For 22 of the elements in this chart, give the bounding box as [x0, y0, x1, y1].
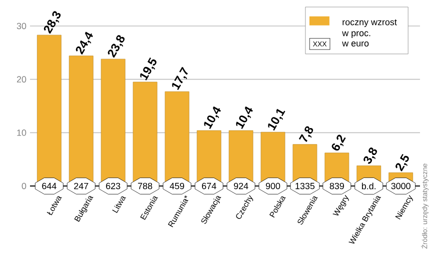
annotation: 459: [170, 182, 184, 190]
annotation: 644: [42, 182, 56, 190]
data-label: 6,2: [332, 134, 346, 151]
annotation: 247: [74, 182, 88, 190]
data-label: 7,8: [298, 126, 314, 142]
annotation: b.d.: [362, 182, 376, 190]
annotation: w euro: [342, 42, 369, 46]
y-tick-label: 10: [17, 129, 26, 136]
y-tick-label: 20: [16, 76, 26, 83]
legend-label: roczny wzrost w proc.: [342, 19, 397, 38]
annotation: 1335: [296, 182, 315, 190]
data-label: 2,5: [396, 154, 409, 172]
data-label: 3,8: [364, 148, 377, 164]
annotation: 839: [330, 182, 344, 190]
annotation: 924: [234, 182, 248, 190]
annotation: 788: [138, 182, 152, 190]
y-tick-label: 0: [22, 182, 26, 190]
annotation: 900: [266, 182, 280, 190]
y-tick-label: 30: [16, 22, 26, 30]
annotation: 623: [106, 182, 120, 190]
annotation: 674: [202, 182, 216, 190]
annotation: 3000: [391, 182, 410, 190]
